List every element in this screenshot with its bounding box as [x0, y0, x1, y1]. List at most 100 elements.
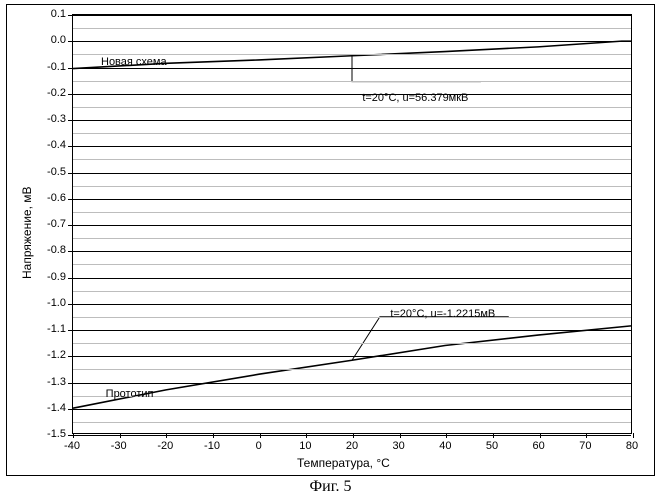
y-gridline-major	[73, 383, 631, 384]
y-tick-label: -0.8	[47, 244, 66, 256]
y-gridline-major	[73, 173, 631, 174]
y-tick-label: -1.0	[47, 297, 66, 309]
x-tick-label: -40	[64, 440, 80, 452]
x-tick-label: 40	[439, 440, 451, 452]
x-tick-mark	[213, 433, 214, 438]
y-tick-label: -0.5	[47, 166, 66, 178]
y-tick-mark	[68, 409, 73, 410]
x-tick-mark	[260, 433, 261, 438]
y-gridline-major	[73, 356, 631, 357]
y-gridline-major	[73, 435, 631, 436]
y-tick-mark	[68, 304, 73, 305]
y-tick-mark	[68, 173, 73, 174]
x-tick-label: 50	[486, 440, 498, 452]
y-tick-label: -0.2	[47, 87, 66, 99]
x-tick-label: -10	[204, 440, 220, 452]
y-tick-mark	[68, 120, 73, 121]
y-gridline-major	[73, 15, 631, 16]
y-gridline-minor	[73, 291, 631, 292]
y-tick-label: -1.2	[47, 349, 66, 361]
x-tick-mark	[306, 433, 307, 438]
y-tick-mark	[68, 15, 73, 16]
x-tick-label: 10	[299, 440, 311, 452]
annotation-leader	[352, 317, 509, 360]
y-gridline-minor	[73, 317, 631, 318]
y-tick-label: -0.7	[47, 218, 66, 230]
figure-caption: Фиг. 5	[0, 478, 661, 496]
y-gridline-minor	[73, 238, 631, 239]
y-tick-mark	[68, 251, 73, 252]
x-tick-mark	[400, 433, 401, 438]
y-tick-label: -1.1	[47, 323, 66, 335]
y-tick-label: -0.1	[47, 61, 66, 73]
y-gridline-major	[73, 330, 631, 331]
x-tick-mark	[633, 433, 634, 438]
x-tick-mark	[353, 433, 354, 438]
y-gridline-minor	[73, 81, 631, 82]
y-tick-label: 0.0	[51, 34, 66, 46]
y-gridline-major	[73, 304, 631, 305]
x-tick-label: 0	[256, 440, 262, 452]
y-gridline-major	[73, 120, 631, 121]
y-tick-label: -1.5	[47, 428, 66, 440]
y-tick-label: -0.9	[47, 271, 66, 283]
y-tick-mark	[68, 225, 73, 226]
y-tick-label: 0.1	[51, 8, 66, 20]
x-tick-label: 20	[346, 440, 358, 452]
y-tick-mark	[68, 330, 73, 331]
y-tick-mark	[68, 68, 73, 69]
y-gridline-minor	[73, 422, 631, 423]
x-tick-label: 80	[626, 440, 638, 452]
x-tick-mark	[166, 433, 167, 438]
x-tick-mark	[73, 433, 74, 438]
y-tick-mark	[68, 356, 73, 357]
y-gridline-minor	[73, 396, 631, 397]
y-gridline-major	[73, 225, 631, 226]
y-gridline-major	[73, 278, 631, 279]
y-axis-label: Напряжение, мВ	[20, 186, 34, 279]
y-gridline-minor	[73, 186, 631, 187]
x-tick-label: 60	[533, 440, 545, 452]
y-gridline-major	[73, 409, 631, 410]
x-tick-mark	[120, 433, 121, 438]
x-axis-label: Температура, °C	[297, 456, 390, 470]
y-tick-label: -1.3	[47, 376, 66, 388]
annotation-text: t=20°C, u=56.379мкВ	[362, 92, 468, 104]
y-tick-label: -0.3	[47, 113, 66, 125]
x-tick-mark	[586, 433, 587, 438]
y-gridline-minor	[73, 264, 631, 265]
y-gridline-minor	[73, 28, 631, 29]
y-gridline-major	[73, 199, 631, 200]
x-tick-mark	[493, 433, 494, 438]
annotation-leader	[352, 56, 481, 82]
x-tick-mark	[540, 433, 541, 438]
y-tick-mark	[68, 278, 73, 279]
annotation-text: t=20°C, u=-1.2215мВ	[390, 308, 495, 320]
x-tick-label: -30	[111, 440, 127, 452]
y-gridline-major	[73, 146, 631, 147]
y-tick-label: -0.6	[47, 192, 66, 204]
y-gridline-minor	[73, 212, 631, 213]
series-label: Новая схема	[101, 56, 167, 68]
x-tick-label: 70	[579, 440, 591, 452]
y-tick-mark	[68, 94, 73, 95]
x-tick-label: -20	[157, 440, 173, 452]
x-tick-label: 30	[393, 440, 405, 452]
y-gridline-major	[73, 41, 631, 42]
y-tick-mark	[68, 383, 73, 384]
y-gridline-major	[73, 251, 631, 252]
y-gridline-minor	[73, 133, 631, 134]
y-tick-label: -1.4	[47, 402, 66, 414]
y-gridline-minor	[73, 369, 631, 370]
y-tick-mark	[68, 199, 73, 200]
y-tick-mark	[68, 41, 73, 42]
series-label: Прототип	[106, 388, 154, 400]
x-tick-mark	[446, 433, 447, 438]
y-gridline-minor	[73, 107, 631, 108]
y-gridline-major	[73, 94, 631, 95]
y-gridline-minor	[73, 343, 631, 344]
chart-plot-area: Новая схема Прототип t=20°C, u=56.379мкВ t=…	[72, 14, 632, 434]
y-tick-mark	[68, 146, 73, 147]
y-tick-label: -0.4	[47, 139, 66, 151]
y-gridline-minor	[73, 159, 631, 160]
